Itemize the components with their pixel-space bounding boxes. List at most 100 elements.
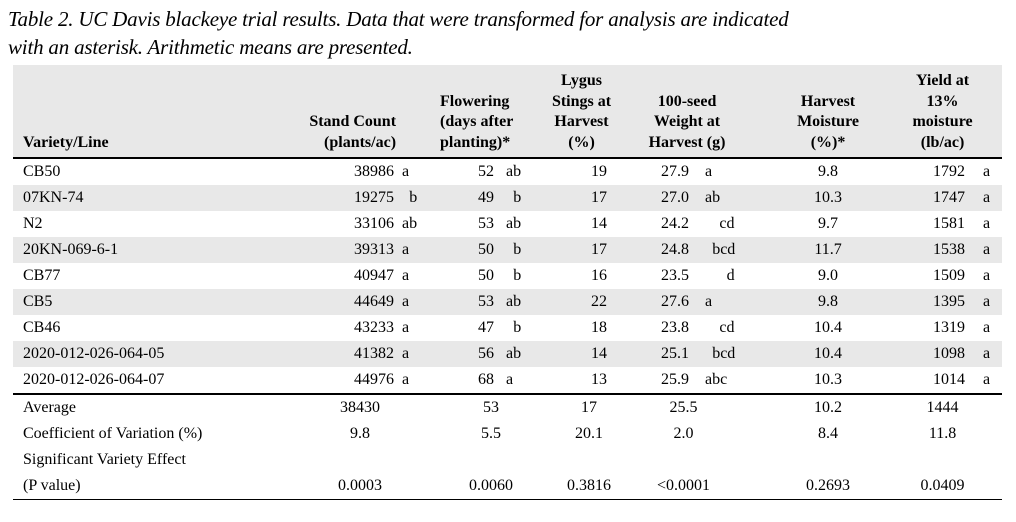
cell-yield: 1319 [933, 319, 966, 336]
cell-stand-count: 0.0003 [282, 447, 439, 500]
cell-yield: 1395 [933, 293, 966, 310]
header-variety-line: Variety/Line [13, 65, 282, 159]
cell-yield: 11.8 [928, 425, 957, 442]
header-100-seed-weight: 100-seed Weight at Harvest (g) [619, 65, 774, 159]
cell-flowering-sig: a [498, 367, 545, 395]
cell-flowering: 53 [478, 293, 495, 310]
cell-moisture: 10.3 [773, 367, 884, 395]
cell-flowering: 0.0060 [438, 447, 545, 500]
cell-seed-sig: a [705, 293, 713, 310]
cell-moisture: 9.7 [818, 215, 839, 232]
cell-flowering: 49 [478, 189, 495, 206]
cell-yield-sig: a [983, 241, 991, 258]
trial-results-table: Variety/Line Stand Count (plants/ac) Flo… [13, 65, 1003, 500]
cell-yield-sig: a [983, 189, 991, 206]
cell-stand-sig: a [402, 319, 410, 336]
cell-seed-weight: 25.9 [619, 367, 698, 395]
cell-flowering-sig: b [513, 189, 522, 206]
cell-stand-sig: a [402, 163, 410, 180]
header-stand-count: Stand Count (plants/ac) [282, 65, 439, 159]
table-row: 2020-012-026-064-05 41382 a 56 ab 14 25.… [13, 341, 1003, 367]
cell-stand-count: 39313 [354, 241, 394, 258]
cell-yield-sig: a [983, 345, 991, 362]
cell-moisture: 8.4 [818, 425, 839, 442]
cell-stand-count: 40947 [354, 267, 394, 284]
cell-moisture: 10.4 [814, 319, 843, 336]
cell-lygus-stings: 14 [591, 345, 608, 362]
cell-yield: 1014 [883, 367, 976, 395]
cell-variety: CB50 [23, 163, 61, 180]
cell-flowering: 50 [478, 241, 495, 258]
cell-seed-weight: 24.8 [661, 241, 690, 258]
cell-moisture: 10.2 [814, 399, 843, 416]
cell-flowering: 50 [478, 267, 495, 284]
summary-label: Significant Variety Effect (P value) [13, 447, 282, 500]
cell-seed-sig: bcd [712, 241, 736, 258]
header-row: Variety/Line Stand Count (plants/ac) Flo… [13, 65, 1003, 159]
cell-stand-count: 9.8 [350, 425, 370, 442]
cell-seed-sig: abc [697, 367, 774, 395]
header-yield: Yield at 13% moisture (lb/ac) [883, 65, 1003, 159]
cell-lygus-stings: 0.3816 [544, 447, 620, 500]
cell-seed-weight: 23.8 [661, 319, 690, 336]
cell-stand-sig: b [409, 189, 418, 206]
cell-stand-count: 41382 [354, 345, 394, 362]
cell-stand-count: 44976 [282, 367, 394, 395]
cell-lygus-stings: 14 [591, 215, 608, 232]
cell-seed-weight: 23.5 [661, 267, 690, 284]
cell-seed-sig: a [705, 163, 713, 180]
cell-stand-count: 44649 [354, 293, 394, 310]
cell-flowering-sig: b [513, 267, 522, 284]
cell-stand-sig: ab [402, 215, 418, 232]
table-row: CB50 38986 a 52 ab 19 27.9 a 9.8 1792 a [13, 158, 1002, 185]
table-summary: Average 38430 53 17 25.5 10.2 1444 Coeff… [13, 394, 1003, 500]
cell-variety: 20KN-069-6-1 [23, 241, 119, 258]
cell-lygus-stings: 20.1 [575, 425, 604, 442]
cell-stand-sig: a [402, 293, 410, 310]
cell-moisture: 9.8 [818, 163, 839, 180]
cell-stand-sig: a [402, 241, 410, 258]
document-page: Table 2. UC Davis blackeye trial results… [0, 5, 1016, 522]
table-row: CB5 44649 a 53 ab 22 27.6 a 9.8 1395 a [13, 289, 1003, 315]
cell-flowering-sig: ab [506, 215, 522, 232]
cell-moisture: 11.7 [814, 241, 842, 258]
header-harvest-moisture: Harvest Moisture (%)* [773, 65, 884, 159]
cell-yield: 1538 [933, 241, 966, 258]
cell-stand-count: 38430 [340, 399, 380, 416]
cell-seed-sig: bcd [712, 345, 736, 362]
summary-row-average: Average 38430 53 17 25.5 10.2 1444 [13, 394, 1002, 421]
cell-seed-sig: cd [719, 319, 735, 336]
header-lygus-stings: Lygus Stings at Harvest (%) [544, 65, 620, 159]
cell-yield: 1509 [933, 267, 966, 284]
cell-variety: CB46 [23, 319, 61, 336]
cell-stand-sig: a [394, 367, 439, 395]
cell-yield: 1581 [933, 215, 966, 232]
cell-lygus-stings: 16 [591, 267, 608, 284]
table-row: 07KN-74 19275 b 49 b 17 27.0 ab 10.3 174… [13, 185, 1003, 211]
cell-flowering-sig: ab [506, 163, 522, 180]
cell-yield: 1747 [933, 189, 966, 206]
cell-moisture: 9.8 [818, 293, 839, 310]
table-caption: Table 2. UC Davis blackeye trial results… [8, 7, 789, 59]
cell-yield-sig: a [983, 293, 991, 310]
cell-variety: 2020-012-026-064-07 [13, 367, 282, 395]
summary-label: Coefficient of Variation (%) [23, 425, 203, 442]
cell-variety: CB5 [23, 293, 53, 310]
cell-seed-weight: 25.1 [661, 345, 690, 362]
cell-variety: 07KN-74 [23, 189, 84, 206]
cell-lygus-stings: 18 [591, 319, 608, 336]
cell-yield-sig: a [983, 163, 991, 180]
cell-yield-sig: a [983, 215, 991, 232]
cell-flowering: 56 [478, 345, 495, 362]
cell-seed-sig: d [726, 267, 735, 284]
cell-yield-sig: a [983, 267, 991, 284]
table-row: CB77 40947 a 50 b 16 23.5 d 9.0 1509 a [13, 263, 1002, 289]
cell-flowering: 52 [478, 163, 495, 180]
cell-flowering: 53 [483, 399, 500, 416]
cell-yield-sig: a [975, 367, 1003, 395]
summary-row-p-value: Significant Variety Effect (P value) 0.0… [13, 447, 1003, 500]
cell-seed-weight: 27.0 [661, 189, 690, 206]
cell-stand-count: 38986 [354, 163, 394, 180]
cell-lygus-stings: 17 [581, 399, 598, 416]
cell-flowering: 53 [478, 215, 495, 232]
